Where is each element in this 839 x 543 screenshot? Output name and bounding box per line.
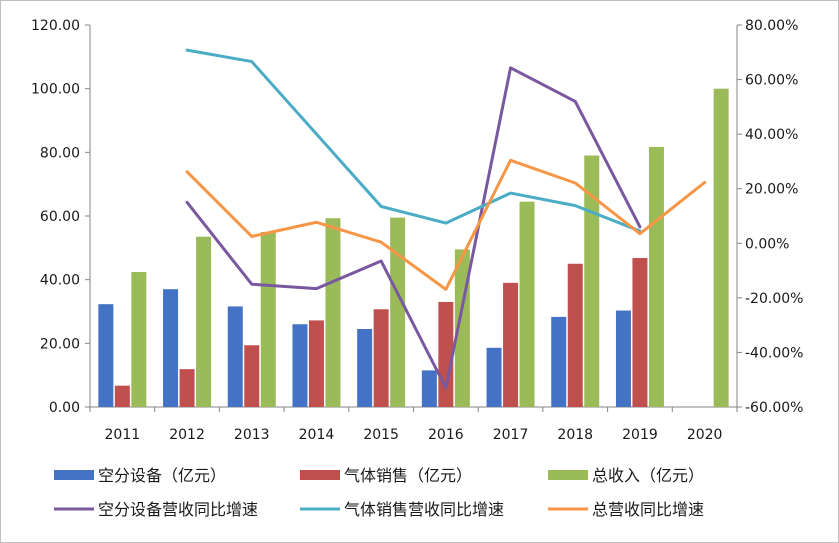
legend-label: 空分设备（亿元） [98,466,226,485]
bar [98,304,114,407]
x-tick-label: 2018 [557,427,593,443]
legend-label: 总营收同比增速 [592,500,704,519]
right-tick-label: 80.00% [745,18,798,34]
left-tick-label: 60.00 [40,209,80,225]
bar [357,329,373,407]
legend: 空分设备（亿元） 气体销售（亿元） 总收入（亿元） 空分设备营收同比增速 气体销售营收同… [54,466,704,519]
left-tick-label: 120.00 [31,18,80,34]
legend-swatch [548,470,588,480]
right-tick-label: 20.00% [745,182,798,198]
legend-swatch [54,470,94,480]
bar [648,146,664,407]
x-tick-label: 2013 [234,427,270,443]
bar [632,258,648,407]
bar [114,385,130,407]
x-tick-label: 2020 [687,427,723,443]
legend-label: 空分设备营收同比增速 [98,500,258,519]
bar [325,218,341,407]
x-tick-label: 2015 [363,427,399,443]
legend-swatch [300,470,340,480]
bar-layer [98,88,729,408]
legend-label: 气体销售营收同比增速 [344,500,504,519]
bar [179,369,195,407]
right-tick-label: -20.00% [745,291,803,307]
bar [519,201,535,407]
bar [308,320,324,407]
left-tick-label: 20.00 [40,336,80,352]
bar [584,155,600,407]
right-tick-label: -40.00% [745,345,803,361]
left-tick-label: 100.00 [31,82,80,98]
bar [486,347,502,407]
bar [421,370,437,407]
left-tick-label: 0.00 [49,400,80,416]
left-tick-label: 80.00 [40,145,80,161]
x-tick-label: 2012 [169,427,205,443]
series-line [185,158,707,291]
bar [615,310,631,407]
bar [503,282,519,407]
left-tick-label: 40.00 [40,273,80,289]
bar [567,263,583,407]
bar [292,324,308,407]
bar [196,236,212,407]
axes: 0.00 20.00 40.00 60.00 80.00 100.00 120.00 -60.… [31,18,803,443]
bar [131,272,147,407]
series-line [185,48,642,233]
bar [390,217,406,407]
right-tick-label: 40.00% [745,127,798,143]
legend-label: 气体销售（亿元） [344,466,472,485]
x-tick-label: 2014 [299,427,335,443]
x-tick-label: 2011 [105,427,141,443]
bar [163,289,179,407]
bar [227,306,243,407]
series-line [185,66,642,390]
bar [551,316,567,407]
line-layer [185,48,707,390]
bar [373,309,389,407]
right-tick-label: 60.00% [745,73,798,89]
right-tick-label: -60.00% [745,400,803,416]
bar [244,345,260,407]
x-tick-label: 2016 [428,427,464,443]
x-tick-label: 2017 [493,427,529,443]
bar [260,231,276,407]
right-tick-label: 0.00% [745,236,789,252]
legend-label: 总收入（亿元） [592,466,704,485]
x-tick-label: 2019 [622,427,658,443]
bar [713,88,729,408]
